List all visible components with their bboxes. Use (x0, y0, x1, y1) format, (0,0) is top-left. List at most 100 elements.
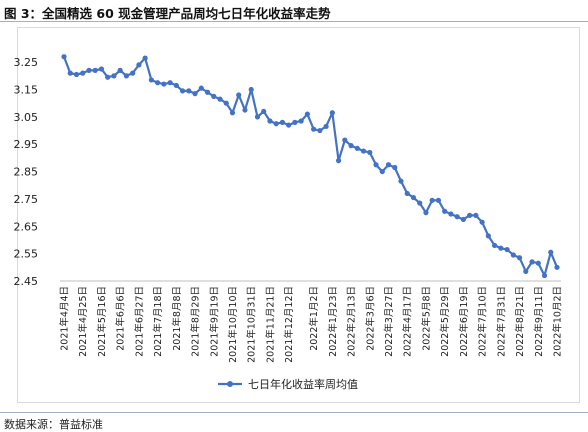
data-point (429, 197, 435, 203)
data-point (548, 249, 554, 255)
data-point (398, 178, 404, 184)
data-point (491, 242, 498, 249)
line-chart: 2.45 2.55 2.65 2.75 2.85 2.95 3.05 3.15 3.25 2021… (14, 54, 564, 391)
x-tick-label: 2021年10月31日 (246, 286, 258, 363)
series-line (62, 56, 559, 277)
x-tick-label: 2022年5月8日 (420, 286, 432, 351)
data-point (223, 100, 229, 106)
data-point (80, 70, 86, 76)
data-point (435, 197, 442, 203)
data-point (354, 145, 360, 151)
x-tick-label: 2021年8月8日 (171, 286, 183, 351)
data-point (298, 118, 304, 124)
data-point (242, 107, 248, 113)
x-tick-label: 2022年10月2日 (552, 286, 564, 357)
x-tick-label: 2022年1月23日 (327, 286, 339, 357)
data-point (410, 194, 417, 201)
x-tick-label: 2021年7月18日 (152, 286, 164, 357)
data-point (273, 121, 279, 127)
x-tick-label: 2022年8月21日 (514, 286, 526, 357)
x-tick-label: 2021年10月10日 (227, 286, 239, 363)
data-point (192, 91, 198, 97)
x-tick-label: 2022年3月27日 (383, 286, 395, 357)
data-point (279, 119, 286, 125)
data-point (248, 86, 254, 93)
data-point (454, 214, 460, 220)
y-tick-label: 2.75 (14, 193, 39, 206)
data-point (292, 119, 298, 125)
data-point (516, 255, 523, 261)
data-point (61, 54, 67, 60)
data-point (311, 126, 317, 132)
data-point (267, 118, 273, 124)
x-tick-label: 2022年7月31日 (495, 286, 507, 357)
data-point (111, 73, 117, 79)
data-point (529, 259, 535, 265)
data-point (373, 162, 379, 168)
data-point (385, 162, 392, 168)
data-point (460, 216, 466, 223)
data-point (329, 110, 335, 116)
x-tick-label: 2022年5月29日 (439, 286, 451, 357)
data-point (117, 67, 123, 73)
data-point (342, 137, 348, 143)
x-tick-label: 2021年11月21日 (264, 286, 276, 363)
data-point (473, 212, 479, 218)
x-tick-label: 2022年9月11日 (533, 286, 545, 357)
y-tick-label: 2.65 (14, 220, 39, 233)
data-point (498, 245, 504, 251)
data-point (67, 70, 73, 76)
data-point (167, 80, 173, 86)
data-point (442, 208, 448, 214)
data-point (404, 190, 410, 197)
data-point (379, 168, 385, 175)
data-point (179, 88, 186, 94)
data-point (485, 233, 491, 239)
chart-frame (17, 27, 580, 403)
x-tick-label: 2021年5月16日 (96, 286, 108, 357)
y-tick-label: 3.25 (14, 56, 39, 69)
x-tick-label: 2021年4月25日 (77, 286, 89, 357)
data-point (105, 74, 111, 80)
data-point (467, 212, 473, 218)
data-point (304, 111, 310, 117)
data-point (541, 272, 548, 279)
x-tick-label: 2022年6月19日 (458, 286, 470, 357)
data-point (155, 80, 161, 86)
data-point (236, 92, 242, 98)
y-tick-label: 3.15 (14, 84, 39, 97)
data-point (360, 148, 367, 154)
data-point (523, 268, 529, 275)
footer-divider (0, 412, 588, 413)
data-point (261, 108, 267, 115)
data-point (417, 200, 423, 206)
y-tick-label: 3.05 (14, 111, 39, 124)
x-tick-label: 2022年3月6日 (364, 286, 376, 351)
x-tick-label: 2021年6月27日 (133, 286, 145, 357)
data-point (348, 143, 354, 149)
data-point (136, 62, 142, 68)
y-tick-label: 2.55 (14, 248, 39, 261)
x-tick-label: 2021年4月4日 (59, 286, 71, 351)
data-point (286, 122, 292, 128)
data-point (448, 211, 454, 217)
data-point (73, 71, 80, 78)
data-point (423, 210, 429, 216)
legend-marker (227, 381, 233, 387)
data-point (479, 219, 485, 225)
data-point (367, 149, 373, 156)
x-tick-label: 2022年4月17日 (402, 286, 414, 357)
data-point (148, 77, 154, 83)
y-tick-label: 2.95 (14, 138, 39, 151)
x-tick-label: 2021年12月12日 (283, 286, 295, 363)
data-point (123, 73, 130, 79)
data-point (504, 246, 510, 253)
data-point (142, 55, 148, 61)
data-point (98, 66, 105, 72)
y-tick-label: 2.85 (14, 166, 39, 179)
x-tick-label: 2022年1月2日 (308, 286, 320, 351)
x-tick-label: 2021年8月29日 (190, 286, 202, 357)
data-point (335, 158, 342, 164)
x-tick-label: 2022年2月13日 (346, 286, 358, 357)
data-point (317, 127, 323, 134)
